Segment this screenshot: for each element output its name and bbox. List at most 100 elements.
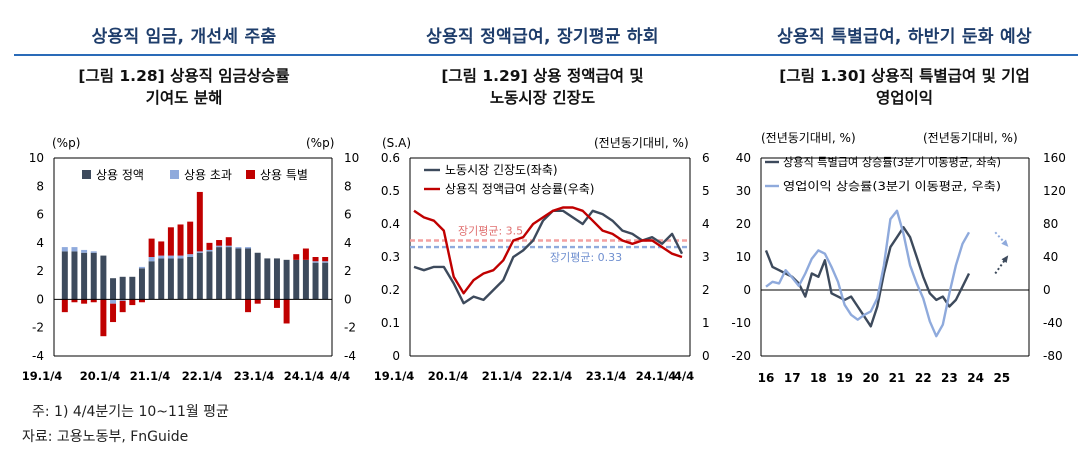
x-tick-label: 16: [758, 371, 775, 385]
figure-title-line: [그림 1.28] 상용직 임금상승률: [78, 67, 290, 85]
bar-overtime: [216, 245, 223, 248]
y-tick-label-left: 0.3: [381, 250, 400, 264]
y-unit-left: (전년동기대비, %): [761, 131, 856, 145]
header-divider: [14, 54, 1078, 56]
series-line: [413, 209, 684, 305]
y-tick-label-left: 2: [36, 264, 44, 278]
y-tick-label-left: -10: [731, 316, 751, 330]
legend-label: 상용 초과: [184, 168, 232, 182]
y-tick-label-right: 160: [1043, 151, 1066, 165]
bar-special: [225, 237, 232, 246]
bar-special: [312, 257, 319, 262]
y-tick-label-left: 10: [736, 250, 751, 264]
bar-special: [129, 299, 136, 306]
bar-overtime: [235, 247, 242, 249]
legend-label: 상용 정액: [96, 168, 144, 182]
x-tick-label: 4/4: [330, 369, 350, 383]
bar-regular: [100, 255, 107, 300]
bar-overtime: [158, 255, 165, 259]
footnote: 주: 1) 4/4분기는 10~11월 평균: [32, 404, 229, 420]
chart-wage-contribution: (%p) (%p) -4 -4 -2 -2 0 0 2 2 4 4 6 6 8 8 10 10 19.1/4 20.1…: [22, 136, 360, 383]
bar-special: [187, 221, 194, 255]
bar-regular: [264, 258, 271, 300]
x-tick-label: 23: [941, 371, 958, 385]
x-tick-label: 24.1/4: [284, 369, 325, 383]
y-tick-label-left: -4: [32, 349, 44, 363]
bar-regular: [283, 259, 290, 300]
x-tick-label: 22: [915, 371, 932, 385]
bar-overtime: [90, 251, 97, 253]
bar-overtime: [110, 299, 117, 304]
bar-regular: [235, 248, 242, 300]
bar-overtime: [225, 245, 232, 248]
bar-regular: [71, 251, 78, 300]
legend-label: 상용직 정액급여 상승률(우축): [445, 182, 594, 196]
bar-special: [322, 257, 329, 262]
bar-special: [138, 299, 145, 303]
bar-special: [61, 299, 68, 313]
bar-regular: [302, 259, 309, 300]
bar-overtime: [245, 247, 252, 249]
y-unit-right: (전년동기대비, %): [923, 131, 1018, 145]
bar-special: [302, 248, 309, 260]
bar-special: [100, 299, 107, 337]
bar-special: [119, 300, 126, 313]
bar-regular: [254, 252, 261, 300]
bar-overtime: [177, 255, 184, 259]
y-tick-label-left: 0.1: [381, 316, 400, 330]
reference-label: 장기평균: 0.33: [550, 251, 622, 264]
y-tick-label-right: 2: [702, 283, 710, 297]
y-tick-label-left: 0: [392, 349, 400, 363]
bar-regular: [216, 247, 223, 300]
bar-special: [283, 299, 290, 324]
bar-special: [245, 299, 252, 313]
bar-overtime: [196, 251, 203, 253]
bar-regular: [90, 252, 97, 300]
y-tick-label-left: 0.6: [381, 151, 400, 165]
x-tick-label: 21.1/4: [482, 369, 523, 383]
y-tick-label-right: 3: [702, 250, 710, 264]
bar-overtime: [81, 249, 88, 253]
figure-title-1-30: [그림 1.30] 상용직 특별급여 및 기업 영업이익: [727, 65, 1082, 109]
figure-title-line: [그림 1.29] 상용 정액급여 및: [441, 67, 644, 85]
legend-label: 노동시장 긴장도(좌축): [445, 163, 558, 177]
bar-regular: [81, 252, 88, 300]
y-tick-label-left: 20: [736, 217, 751, 231]
legend-swatch-special: [246, 170, 255, 179]
legend-label: 영업이익 상승률(3분기 이동평균, 우축): [783, 179, 1001, 193]
x-tick-label: 22.1/4: [532, 369, 573, 383]
bar-special: [148, 238, 155, 257]
x-tick-label: 25: [993, 371, 1010, 385]
bar-regular: [110, 278, 117, 300]
figure-title-line: 영업이익: [875, 89, 934, 107]
y-tick-label-left: -20: [731, 349, 751, 363]
x-tick-label: 24: [967, 371, 984, 385]
legend-label: 상용 특별: [260, 168, 308, 182]
bar-regular: [322, 262, 329, 300]
y-tick-label-right: 4: [702, 217, 710, 231]
x-tick-label: 20.1/4: [428, 369, 469, 383]
y-tick-label-left: -2: [32, 321, 44, 335]
y-unit-left: (%p): [52, 136, 80, 150]
bar-overtime: [119, 299, 126, 301]
x-tick-label: 19: [836, 371, 853, 385]
bar-regular: [225, 247, 232, 300]
y-tick-label-right: -80: [1043, 349, 1063, 363]
x-tick-label: 24.1/4: [636, 369, 677, 383]
figure-title-line: 기여도 분해: [145, 89, 223, 107]
y-unit-left: (S.A): [382, 136, 411, 150]
chart-special-pay-profit: (전년동기대비, %) (전년동기대비, %) -20 -10 0 10 20 30 40 -80…: [731, 131, 1066, 385]
x-tick-label: 20.1/4: [80, 369, 121, 383]
y-tick-label-right: 5: [702, 184, 710, 198]
bar-special: [293, 254, 300, 260]
figure-title-1-28: [그림 1.28] 상용직 임금상승률 기여도 분해: [14, 65, 354, 109]
x-tick-label: 4/4: [674, 369, 694, 383]
y-unit-right: (%p): [306, 136, 334, 150]
y-tick-label-left: 8: [36, 179, 44, 193]
y-tick-label-right: 0: [1043, 283, 1051, 297]
legend-swatch-regular: [82, 170, 91, 179]
y-tick-label-left: 4: [36, 236, 44, 250]
x-tick-label: 20: [862, 371, 879, 385]
figure-title-1-29: [그림 1.29] 상용 정액급여 및 노동시장 긴장도: [370, 65, 715, 109]
y-tick-label-left: 0.5: [381, 184, 400, 198]
